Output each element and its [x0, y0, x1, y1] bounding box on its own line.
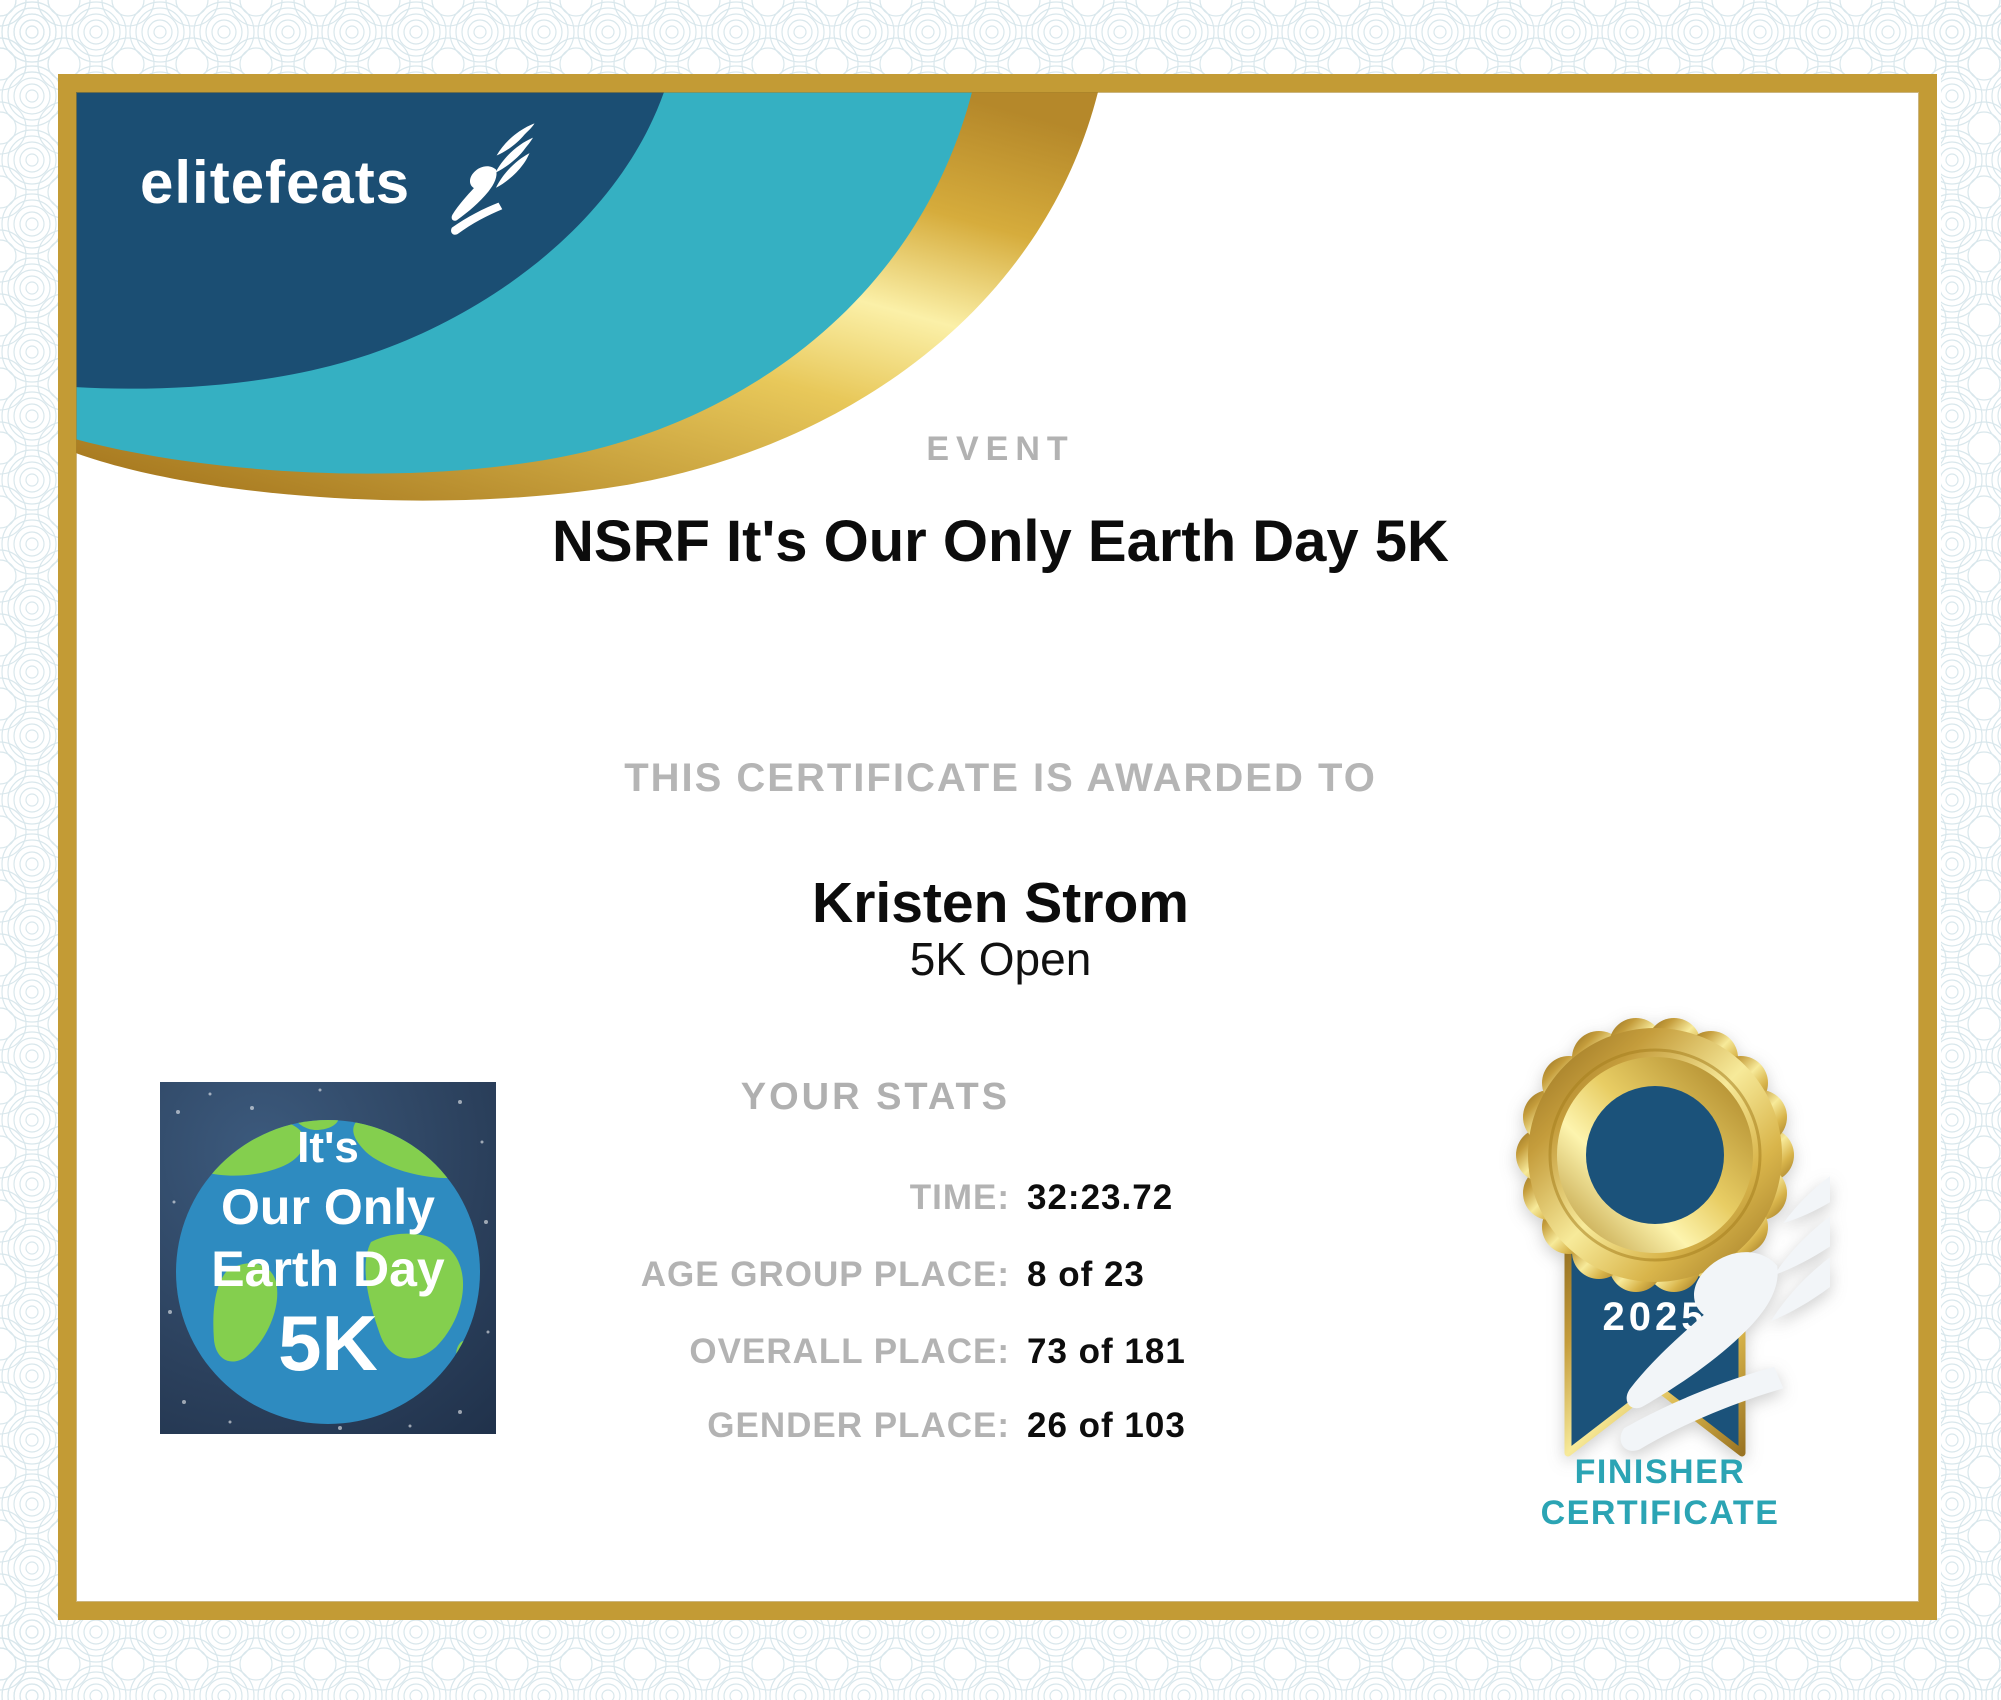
brand-wordmark: elitefeats [140, 149, 411, 216]
finisher-medal: 2025 [1516, 1018, 1830, 1457]
stat-label: OVERALL PLACE: [689, 1332, 1010, 1371]
stat-row-time: TIME: 32:23.72 [0, 1178, 2001, 1218]
logo-line-3: Earth Day [211, 1241, 445, 1297]
stat-row-age-group-place: AGE GROUP PLACE: 8 of 23 [0, 1255, 2001, 1295]
award-intro: THIS CERTIFICATE IS AWARDED TO [624, 756, 1377, 800]
medal-center [1586, 1086, 1724, 1224]
stat-value: 73 of 181 [1027, 1332, 1186, 1371]
finisher-caption: FINISHER CERTIFICATE [1490, 1452, 1830, 1534]
event-logo-image: It's Our Only Earth Day 5K [160, 1082, 496, 1434]
gold-frame [58, 74, 1937, 1620]
recipient-name: Kristen Strom [812, 871, 1189, 935]
finisher-line-1: FINISHER [1574, 1453, 1746, 1491]
logo-line-4: 5K [278, 1299, 378, 1387]
division-name: 5K Open [909, 933, 1092, 985]
stat-row-overall-place: OVERALL PLACE: 73 of 181 [0, 1332, 2001, 1372]
finisher-line-2: CERTIFICATE [1540, 1494, 1780, 1532]
logo-line-1: It's [297, 1123, 359, 1172]
stat-value: 32:23.72 [1027, 1178, 1174, 1217]
brand-winged-foot-icon [440, 123, 546, 236]
event-title: NSRF It's Our Only Earth Day 5K [552, 509, 1449, 574]
stat-label: GENDER PLACE: [707, 1406, 1010, 1445]
stat-label: AGE GROUP PLACE: [640, 1255, 1010, 1294]
gold-frame-inner-line [76, 92, 1919, 1602]
stat-label: TIME: [909, 1178, 1010, 1217]
event-label: EVENT [926, 430, 1075, 468]
header-curves [76, 92, 1098, 501]
medal-ridge [1548, 1048, 1762, 1262]
event-logo-text: It's Our Only Earth Day 5K [211, 1123, 445, 1387]
stat-row-gender-place: GENDER PLACE: 26 of 103 [0, 1406, 2001, 1446]
logo-line-2: Our Only [221, 1179, 435, 1235]
stat-value: 8 of 23 [1027, 1255, 1145, 1294]
stars [168, 1088, 490, 1430]
stat-value: 26 of 103 [1027, 1406, 1186, 1445]
stats-heading: YOUR STATS [740, 1076, 1010, 1118]
